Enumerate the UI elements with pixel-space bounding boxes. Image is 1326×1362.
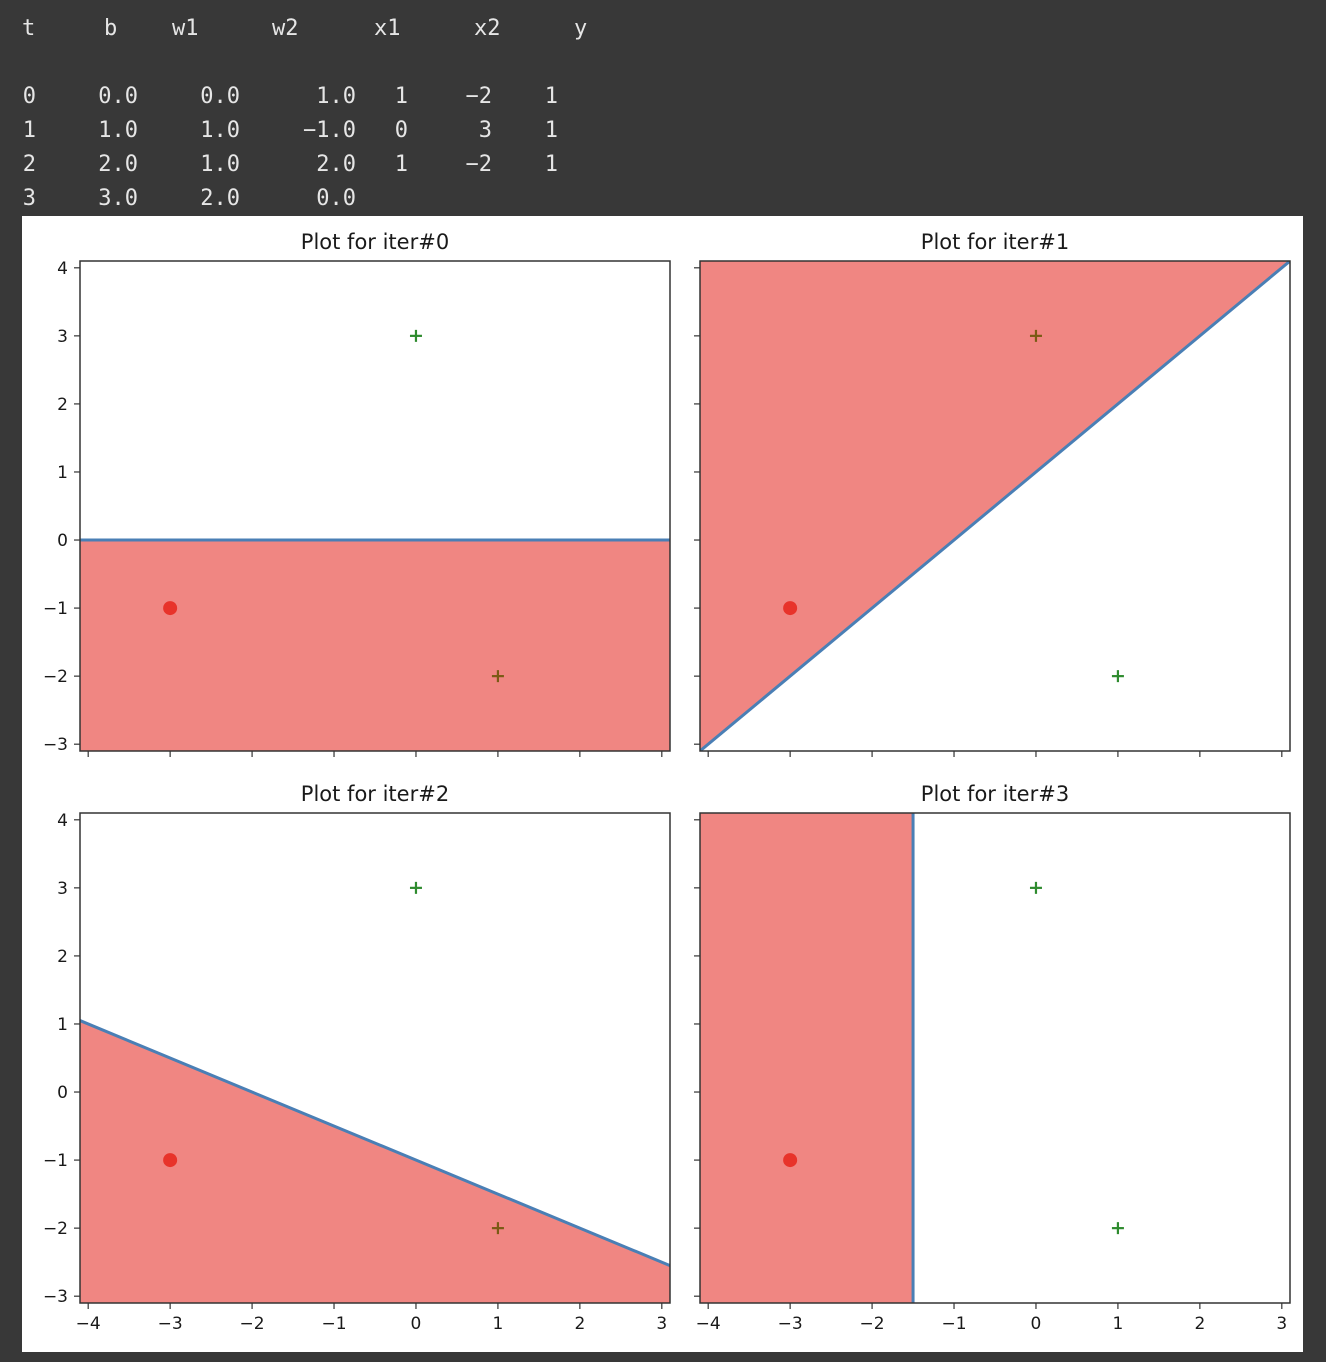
subplot-title: Plot for iter#3	[921, 782, 1069, 806]
log-cell: 0.0	[98, 84, 138, 109]
negative-point	[163, 601, 178, 616]
y-tick-label: −3	[43, 735, 68, 755]
log-cell: 3	[22, 186, 36, 211]
log-cell: −2	[465, 84, 493, 109]
log-cell: 2.0	[200, 186, 240, 211]
positive-point	[491, 670, 504, 683]
log-cell: 1	[544, 118, 558, 143]
decision-boundary-line	[700, 261, 1290, 751]
y-tick-label: −3	[43, 1287, 68, 1307]
log-cell: 1.0	[200, 118, 240, 143]
negative-point	[163, 1153, 178, 1168]
x-tick-label: 0	[1031, 1314, 1042, 1334]
negative-point	[783, 1153, 798, 1168]
x-tick-label: 3	[656, 1314, 667, 1334]
subplot-title: Plot for iter#2	[301, 782, 449, 806]
negative-region	[700, 813, 914, 1303]
x-tick-label: −3	[778, 1314, 803, 1334]
x-tick-label: 1	[1113, 1314, 1124, 1334]
subplot-2: Plot for iter#2 −4 −3 −2 −1 0 1 2 3 −3 −2 −1 0 1 2 3 4	[43, 782, 671, 1334]
x-tick-label: −2	[240, 1314, 265, 1334]
y-tick-label: −1	[43, 599, 68, 619]
log-cell: 1	[394, 152, 408, 177]
log-cell: 1.0	[98, 118, 138, 143]
log-cell: −2	[465, 152, 493, 177]
x-tick-label: 2	[1194, 1314, 1205, 1334]
log-header-t: t	[22, 16, 36, 41]
log-cell: 2.0	[98, 152, 138, 177]
x-tick-label: 1	[493, 1314, 504, 1334]
y-tick-label: 1	[57, 463, 68, 483]
x-tick-label: −4	[696, 1314, 721, 1334]
log-cell: 0	[394, 118, 408, 143]
log-cell: −1.0	[303, 118, 356, 143]
negative-region	[80, 540, 670, 751]
negative-region	[80, 1020, 670, 1303]
positive-point	[491, 1222, 504, 1235]
log-cell: 1	[544, 84, 558, 109]
log-cell: 1	[394, 84, 408, 109]
x-tick-label: −1	[321, 1314, 346, 1334]
log-header-y: y	[574, 16, 588, 41]
log-cell: 0.0	[316, 186, 356, 211]
log-header-w2: w2	[272, 16, 299, 41]
y-tick-label: 2	[57, 947, 68, 967]
y-tick-label: −1	[43, 1151, 68, 1171]
decision-boundary-line	[80, 1019, 670, 1267]
axes-frame	[79, 260, 671, 752]
log-header-b: b	[104, 16, 118, 41]
plot-figure: Plot for iter#0 −3 −2 −1 0 1 2 3 4 Plot for iter#…	[22, 216, 1303, 1352]
log-cell: 0.0	[200, 84, 240, 109]
x-tick-label: 0	[411, 1314, 422, 1334]
log-cell: 3.0	[98, 186, 138, 211]
iteration-log: t b w1 w2 x1 x2 y 0 0.0 0.0 1.0 1 −2 1 1 1.0 1.0 −1.0 0 3 1 2…	[0, 0, 1326, 216]
log-cell: 2.0	[316, 152, 356, 177]
positive-point	[1029, 329, 1042, 342]
y-tick-label: 4	[57, 259, 68, 279]
x-tick-label: −1	[941, 1314, 966, 1334]
y-tick-label: 4	[57, 811, 68, 831]
log-header-x2: x2	[474, 16, 501, 41]
log-cell: 1.0	[316, 84, 356, 109]
log-cell: 2	[22, 152, 36, 177]
log-cell: 1	[544, 152, 558, 177]
axes-frame	[79, 812, 671, 1304]
log-cell: 3	[478, 118, 492, 143]
y-tick-label: 0	[57, 531, 68, 551]
log-cell: 1	[22, 118, 36, 143]
positive-point	[1111, 1222, 1124, 1235]
y-tick-label: 1	[57, 1015, 68, 1035]
y-tick-label: 3	[57, 327, 68, 347]
positive-point	[1111, 670, 1124, 683]
x-tick-label: −3	[158, 1314, 183, 1334]
subplot-0: Plot for iter#0 −3 −2 −1 0 1 2 3 4	[43, 230, 671, 757]
x-tick-label: 3	[1276, 1314, 1287, 1334]
axes-frame	[699, 260, 1291, 752]
axes-frame	[699, 812, 1291, 1304]
x-tick-label: −4	[76, 1314, 101, 1334]
subplot-1: Plot for iter#1	[694, 230, 1291, 757]
y-tick-label: 3	[57, 879, 68, 899]
y-tick-label: 2	[57, 395, 68, 415]
subplot-title: Plot for iter#0	[301, 230, 449, 254]
subplot-title: Plot for iter#1	[921, 230, 1069, 254]
log-header-x1: x1	[374, 16, 401, 41]
positive-point	[1029, 881, 1042, 894]
x-tick-label: 2	[574, 1314, 585, 1334]
negative-point	[783, 601, 798, 616]
log-header-w1: w1	[172, 16, 199, 41]
x-tick-label: −2	[860, 1314, 885, 1334]
y-tick-label: −2	[43, 1219, 68, 1239]
log-cell: 1.0	[200, 152, 240, 177]
positive-point	[409, 329, 422, 342]
log-cell: 0	[22, 84, 36, 109]
positive-point	[409, 881, 422, 894]
subplot-3: Plot for iter#3 −4 −3 −2 −1 0 1 2 3	[694, 782, 1291, 1334]
y-tick-label: 0	[57, 1083, 68, 1103]
y-tick-label: −2	[43, 667, 68, 687]
